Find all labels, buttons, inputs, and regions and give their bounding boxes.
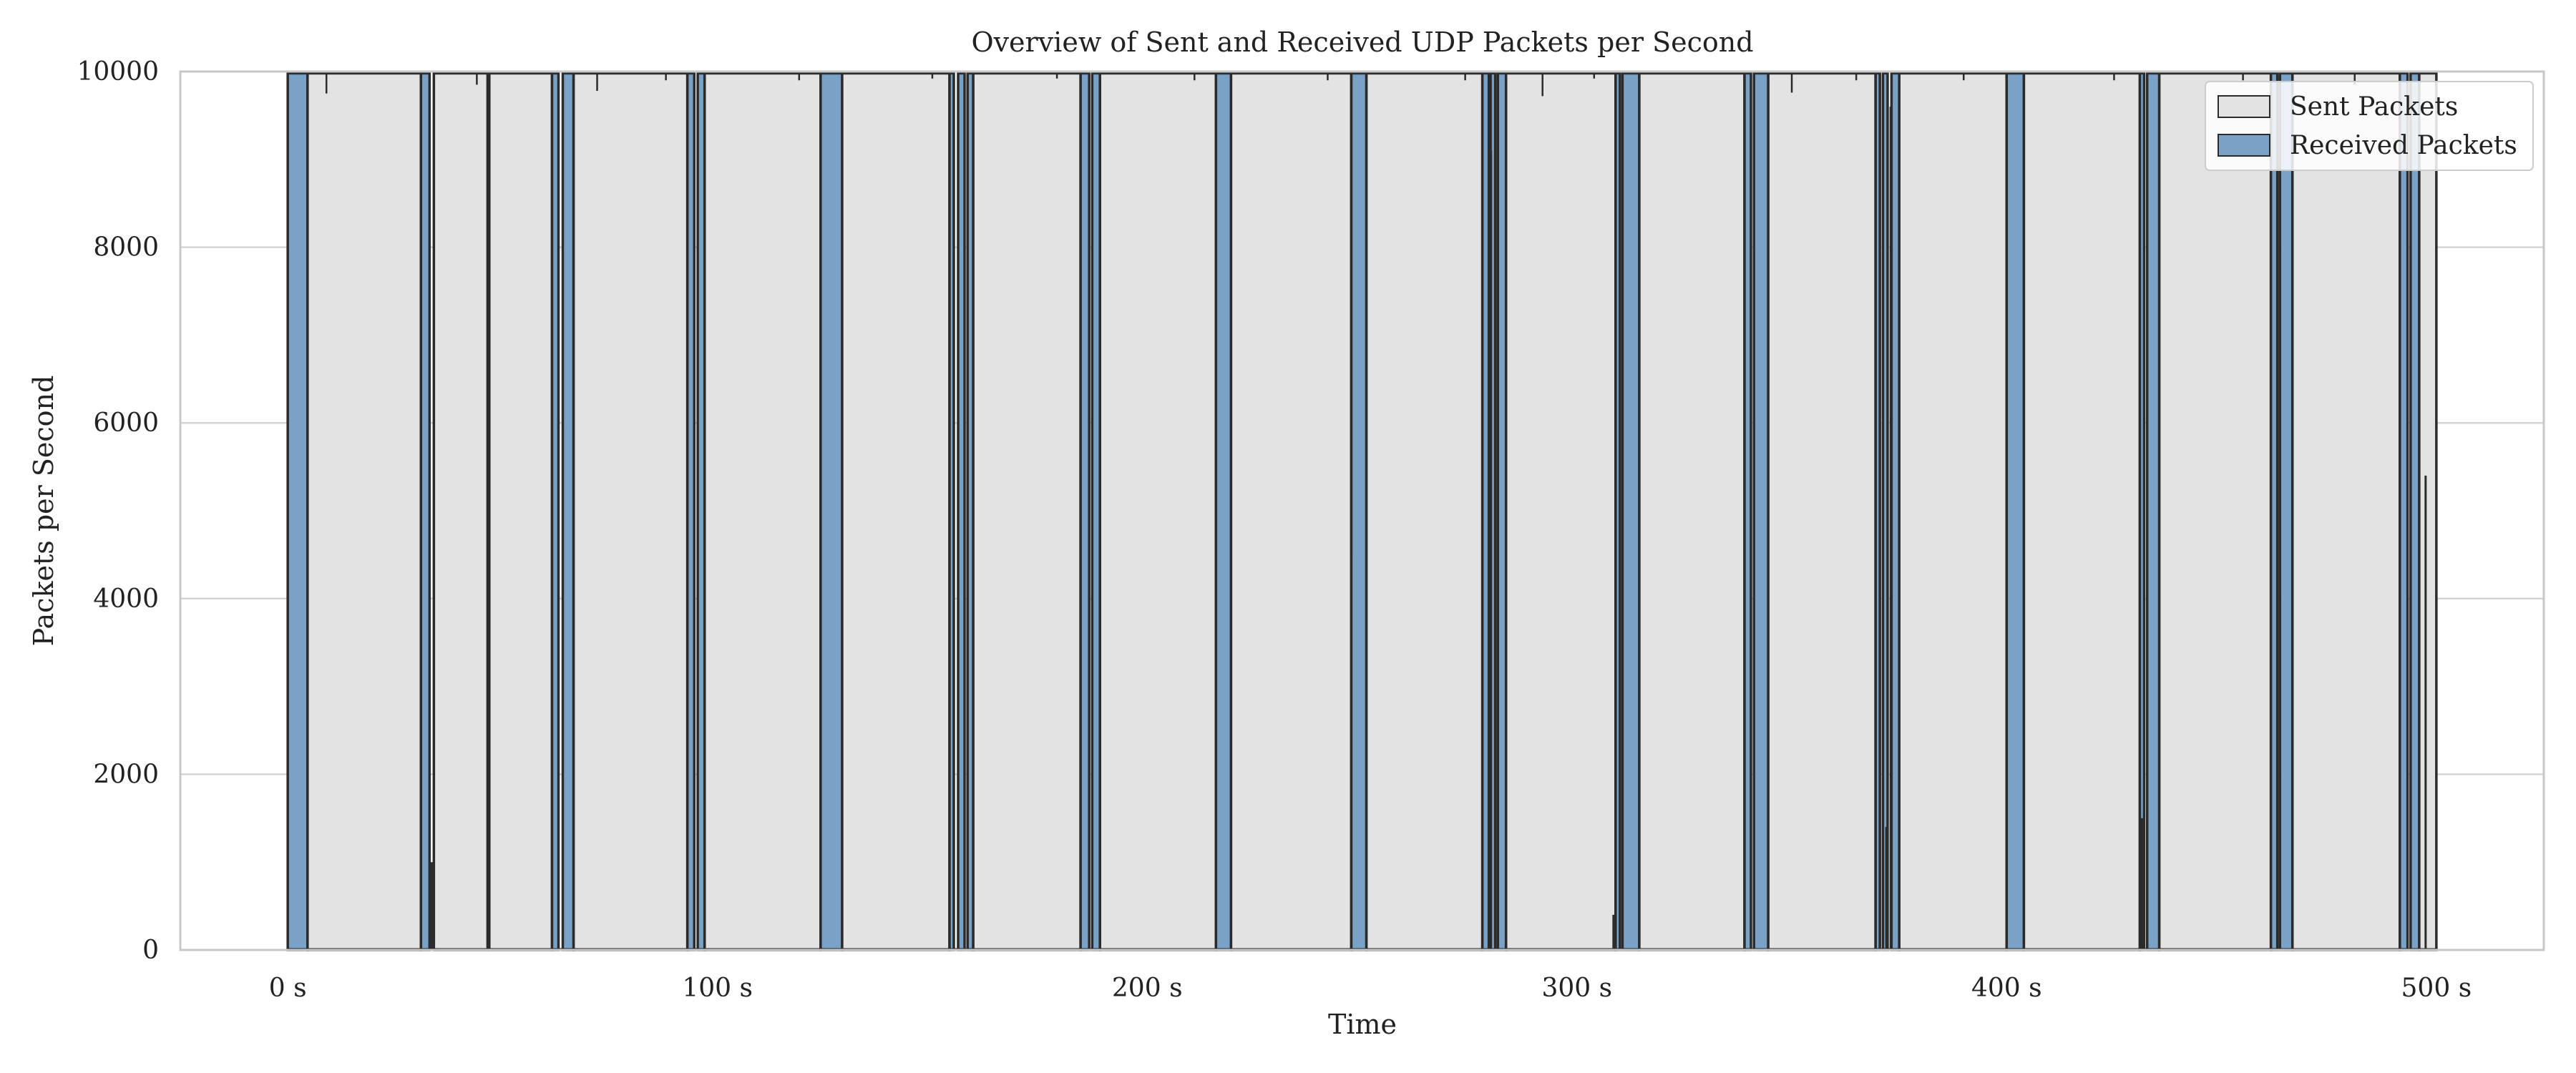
- received-segment-30: [2409, 72, 2421, 951]
- received-segment-5: [696, 72, 706, 951]
- sent-segment-6: [972, 72, 1082, 951]
- sent-segment-1: [432, 72, 489, 951]
- legend-swatch-sent: [2218, 95, 2270, 118]
- legend-label-received: Received Packets: [2290, 131, 2517, 160]
- x-tick-label-4: 400 s: [1971, 974, 2042, 1003]
- sent-segment-0: [306, 72, 423, 951]
- y-tick-label-1: 2000: [93, 760, 159, 789]
- legend-box: [2205, 81, 2534, 171]
- x-tick-label-3: 300 s: [1541, 974, 1612, 1003]
- received-segment-4: [686, 72, 696, 951]
- sent-segment-11: [1638, 72, 1746, 951]
- sent-segment-17: [2418, 72, 2438, 951]
- sent-segment-5: [841, 72, 951, 951]
- sent-segment-2: [488, 72, 554, 951]
- y-tick-label-5: 10000: [77, 57, 159, 87]
- chart-title: Overview of Sent and Received UDP Packet…: [971, 26, 1753, 58]
- legend-label-sent: Sent Packets: [2290, 92, 2458, 122]
- received-segment-6: [819, 72, 844, 951]
- sent-segment-7: [1098, 72, 1218, 951]
- sent-segment-10: [1504, 72, 1617, 951]
- received-segment-26: [2145, 72, 2161, 951]
- sent-series-layer: [306, 72, 2438, 951]
- legend: Sent Packets Received Packets: [2205, 81, 2534, 171]
- y-axis-ticks: 0 2000 4000 6000 8000 10000: [77, 57, 159, 965]
- x-tick-label-5: 500 s: [2401, 974, 2472, 1003]
- legend-swatch-received: [2218, 134, 2270, 157]
- received-segment-21: [1874, 72, 1881, 951]
- received-segment-11: [1091, 72, 1101, 951]
- plot-frame: [179, 70, 2545, 951]
- received-segment-12: [1214, 72, 1233, 951]
- received-segment-9: [966, 72, 975, 951]
- received-segment-28: [2278, 72, 2294, 951]
- sent-segment-3: [572, 72, 689, 951]
- received-segment-8: [957, 72, 966, 951]
- received-segment-19: [1743, 72, 1752, 951]
- received-segment-17: [1614, 72, 1621, 951]
- x-tick-label-2: 200 s: [1112, 974, 1183, 1003]
- received-segment-2: [550, 72, 560, 951]
- received-segment-24: [2005, 72, 2026, 951]
- sent-segment-4: [703, 72, 822, 951]
- received-segment-7: [948, 72, 955, 951]
- sent-segment-15: [2157, 72, 2273, 951]
- sent-segment-12: [1767, 72, 1877, 951]
- received-segment-16: [1496, 72, 1508, 951]
- received-segment-29: [2399, 72, 2409, 951]
- received-segment-1: [419, 72, 431, 951]
- received-segment-18: [1621, 72, 1641, 951]
- x-axis-label: Time: [1328, 1009, 1397, 1040]
- received-segment-13: [1350, 72, 1368, 951]
- received-segment-14: [1480, 72, 1491, 951]
- x-tick-label-0: 0 s: [269, 974, 307, 1003]
- sent-segment-13: [1898, 72, 2009, 951]
- x-axis-ticks: 0 s 100 s 200 s 300 s 400 s 500 s: [269, 974, 2472, 1003]
- sent-segment-8: [1229, 72, 1353, 951]
- y-tick-label-2: 4000: [93, 584, 159, 614]
- sent-segment-9: [1365, 72, 1484, 951]
- y-tick-label-4: 8000: [93, 233, 159, 263]
- sent-segment-14: [2022, 72, 2142, 951]
- y-tick-label-0: 0: [142, 936, 159, 965]
- received-segment-10: [1079, 72, 1091, 951]
- received-segment-22: [1881, 72, 1889, 951]
- received-segment-3: [561, 72, 575, 951]
- received-segment-0: [286, 72, 309, 951]
- y-tick-label-3: 6000: [93, 408, 159, 438]
- received-segment-20: [1752, 72, 1770, 951]
- x-tick-label-1: 100 s: [682, 974, 753, 1003]
- sent-segment-16: [2290, 72, 2401, 951]
- received-segment-23: [1890, 72, 1901, 951]
- y-axis-label: Packets per Second: [28, 376, 59, 647]
- received-segment-27: [2269, 72, 2279, 951]
